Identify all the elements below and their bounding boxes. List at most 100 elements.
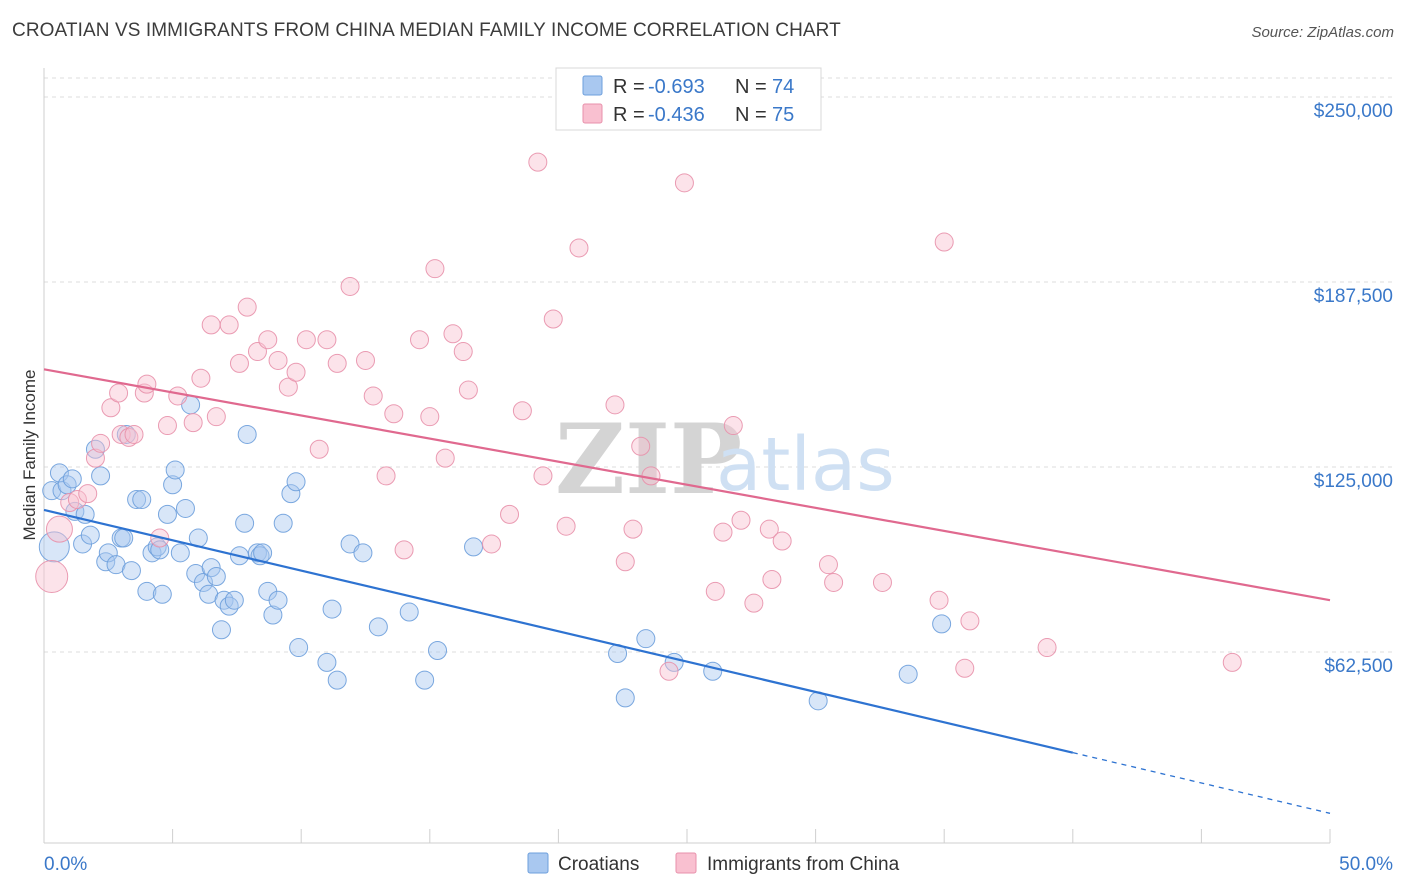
legend-n-label-croatians: N = (735, 76, 767, 98)
data-point (543, 309, 563, 329)
data-point (281, 484, 301, 504)
data-point (247, 543, 267, 563)
data-point (759, 519, 779, 539)
data-point (703, 661, 723, 681)
source-label: Source: ZipAtlas.com (1251, 24, 1394, 41)
data-point (723, 416, 743, 436)
bottom-legend-label-china: Immigrants from China (707, 854, 900, 875)
data-point (960, 611, 980, 631)
data-point (109, 383, 129, 403)
data-point (464, 537, 484, 557)
data-point (955, 658, 975, 678)
data-point (165, 460, 185, 480)
y-tick-labels: $62,500 $125,000 $187,500 $250,000 (1314, 101, 1393, 677)
legend: R = -0.693 N = 74 R = -0.436 N = 75 (555, 67, 822, 131)
data-point (235, 513, 255, 533)
data-point (762, 569, 782, 589)
data-point (152, 584, 172, 604)
data-point (137, 374, 157, 394)
legend-r-value-china: -0.436 (648, 104, 705, 126)
data-point (60, 493, 80, 513)
data-point (296, 330, 316, 350)
legend-n-label-china: N = (735, 104, 767, 126)
data-point (201, 558, 221, 578)
data-point (127, 490, 147, 510)
data-point (824, 572, 844, 592)
data-point (175, 498, 195, 518)
legend-swatch-china (582, 103, 603, 124)
data-point (263, 605, 283, 625)
data-point (394, 540, 414, 560)
data-point (528, 152, 548, 172)
data-point (1037, 638, 1057, 658)
data-point (157, 416, 177, 436)
data-point (533, 466, 553, 486)
data-point (219, 315, 239, 335)
x-ticks (43, 829, 1331, 843)
data-point (410, 330, 430, 350)
data-point (363, 386, 383, 406)
data-point (268, 350, 288, 370)
data-point (258, 330, 278, 350)
data-point (420, 407, 440, 427)
data-point (636, 629, 656, 649)
data-point (219, 596, 239, 616)
data-point (705, 581, 725, 601)
y-tick-label: $125,000 (1314, 471, 1393, 492)
data-point (38, 531, 70, 563)
data-point (206, 407, 226, 427)
data-point (98, 543, 118, 563)
data-point (157, 504, 177, 524)
data-point (309, 439, 329, 459)
data-point (353, 543, 373, 563)
y-axis-label: Median Family Income (20, 369, 39, 540)
data-point (615, 688, 635, 708)
data-point (674, 173, 694, 193)
data-point (453, 342, 473, 362)
data-point (114, 528, 134, 548)
watermark-atlas: atlas (716, 422, 895, 508)
data-point (731, 510, 751, 530)
bottom-legend: Croatians Immigrants from China (527, 852, 900, 875)
data-point (67, 490, 87, 510)
x-tick-label-min: 0.0% (44, 854, 87, 875)
data-point (286, 362, 306, 382)
data-point (224, 590, 244, 610)
data-point (744, 593, 764, 613)
data-point (425, 259, 445, 279)
data-point (268, 590, 288, 610)
bottom-legend-swatch-croatians (527, 852, 549, 874)
data-point (659, 661, 679, 681)
data-point (458, 380, 478, 400)
watermark: ZIP atlas (555, 403, 895, 516)
data-point (399, 602, 419, 622)
data-point (932, 614, 952, 634)
data-point (322, 599, 342, 619)
data-point (183, 413, 203, 433)
data-point (317, 330, 337, 350)
data-point (137, 581, 157, 601)
series-croatians (38, 395, 952, 711)
data-point (124, 424, 144, 444)
y-tick-label: $250,000 (1314, 101, 1393, 122)
data-point (289, 638, 309, 658)
data-point (119, 427, 139, 447)
data-point (214, 590, 234, 610)
data-point (317, 652, 337, 672)
series-china (35, 152, 1242, 681)
data-point (898, 664, 918, 684)
data-point (168, 386, 188, 406)
data-point (569, 238, 589, 258)
trendline-china (43, 368, 1331, 602)
data-point (605, 395, 625, 415)
data-point (443, 324, 463, 344)
data-point (229, 353, 249, 373)
data-point (211, 620, 231, 640)
data-point (91, 433, 111, 453)
data-point (623, 519, 643, 539)
data-point (85, 448, 105, 468)
data-point (428, 641, 448, 661)
data-point (45, 515, 73, 543)
data-point (376, 466, 396, 486)
